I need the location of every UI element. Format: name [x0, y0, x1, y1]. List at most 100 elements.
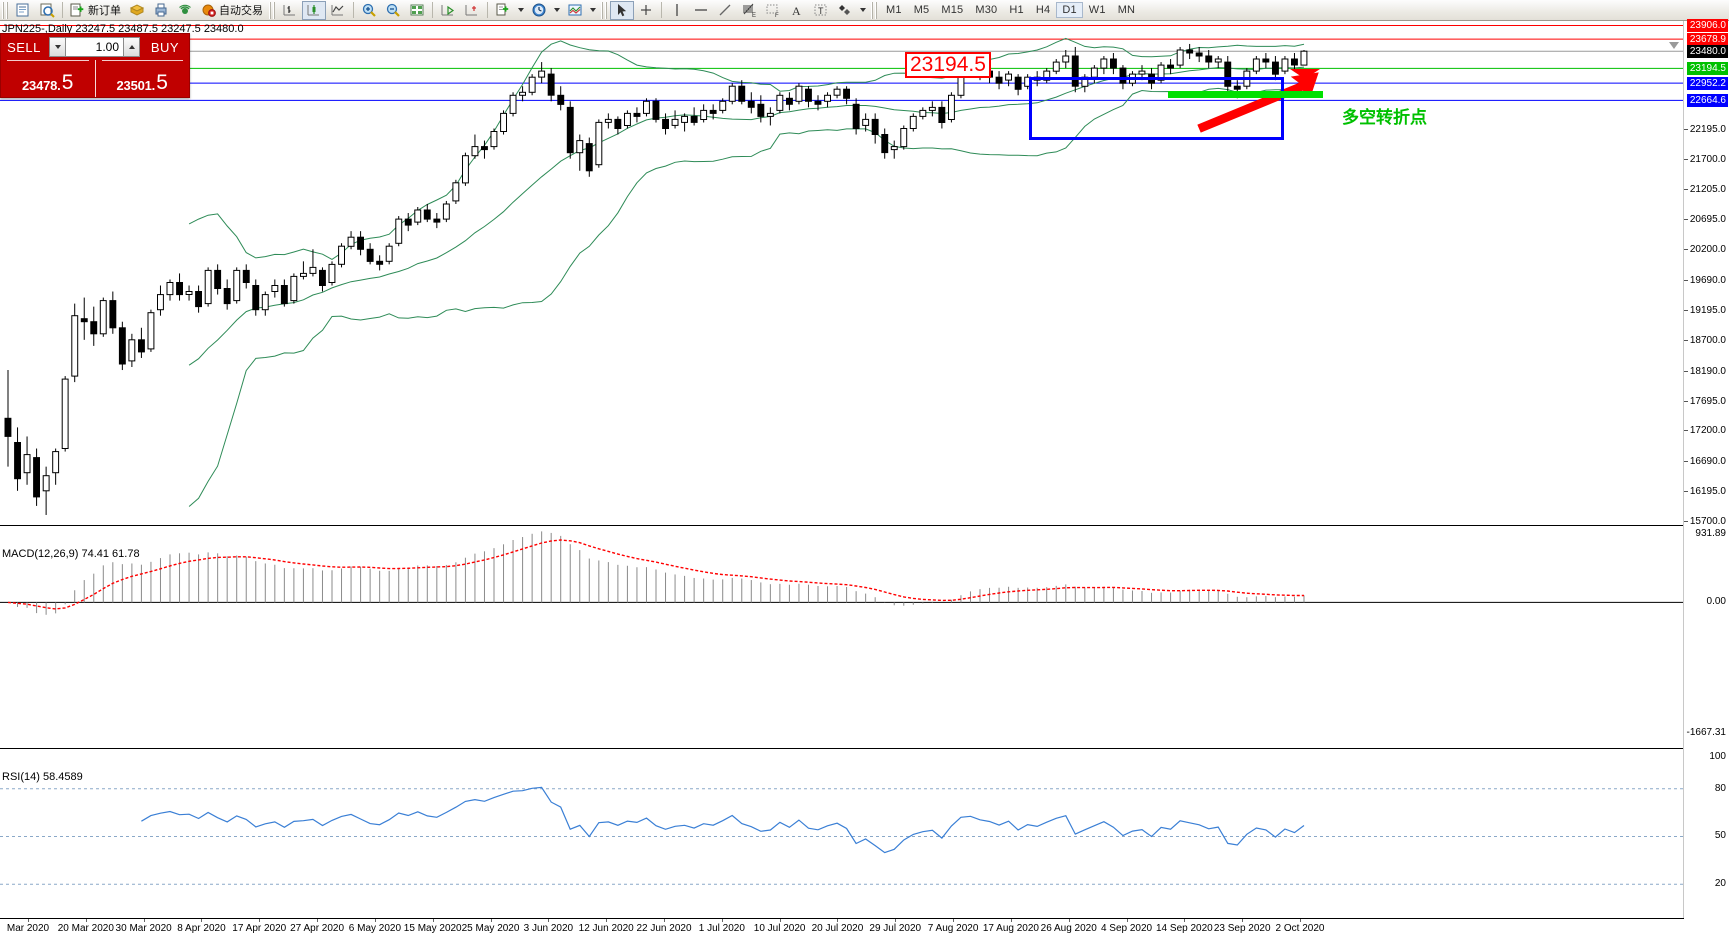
buy-button[interactable]: BUY — [150, 39, 180, 55]
templates-icon[interactable] — [563, 1, 587, 20]
toolbar-grip[interactable] — [2, 1, 9, 19]
price-axis-tick — [1684, 521, 1688, 522]
navigator-icon[interactable] — [35, 1, 59, 20]
sell-price[interactable]: 23478 . 5 — [1, 60, 95, 97]
date-axis-tick — [1242, 919, 1244, 922]
timeframe-h4[interactable]: H4 — [1035, 4, 1051, 16]
zoom-out-icon[interactable] — [381, 1, 405, 20]
vertical-line-icon[interactable] — [665, 1, 689, 20]
toolbar-grip-3[interactable] — [601, 1, 608, 19]
fibo-f-icon[interactable]: F — [761, 1, 785, 20]
date-axis-label: 12 Jun 2020 — [578, 923, 634, 934]
date-axis-tick — [1184, 919, 1186, 922]
date-axis-label: 20 Mar 2020 — [57, 923, 114, 934]
rsi-chart-canvas — [0, 786, 1684, 885]
sell-button[interactable]: SELL — [7, 39, 41, 55]
date-axis-tick — [432, 919, 434, 922]
date-axis-tick — [548, 919, 550, 922]
price-axis-tick — [1684, 339, 1688, 341]
date-axis-label: 22 Jun 2020 — [636, 923, 692, 934]
timeframe-m30[interactable]: M30 — [975, 4, 998, 16]
date-axis-label: 23 Sep 2020 — [1213, 923, 1271, 934]
macd-pane[interactable] — [0, 525, 1684, 740]
date-axis-label: 30 Mar 2020 — [115, 923, 172, 934]
timeframe-h1[interactable]: H1 — [1009, 4, 1024, 16]
toolbar-separator-5 — [487, 2, 488, 18]
trendline-icon[interactable] — [713, 1, 737, 20]
shapes-icon[interactable] — [833, 1, 857, 20]
candlestick-chart-icon[interactable] — [302, 0, 326, 20]
new-chart-icon[interactable] — [491, 1, 515, 20]
timeframe-m15[interactable]: M15 — [941, 4, 964, 16]
fibonacci-icon[interactable]: E — [737, 1, 761, 20]
volume-decrease-button[interactable] — [49, 37, 66, 57]
price-axis-label-highlighted: 22952.2 — [1686, 77, 1728, 91]
buy-price-frac: 5 — [156, 71, 168, 94]
one-click-trading-panel[interactable]: SELL 1.00 BUY 23478 . 5 23501 . 5 — [0, 33, 190, 98]
print-icon[interactable] — [149, 1, 173, 20]
market-watch-icon[interactable] — [11, 1, 35, 20]
bar-chart-icon[interactable] — [278, 1, 302, 20]
chart-area[interactable]: JPN225-,Daily 23247.5 23487.5 23247.5 23… — [0, 19, 1729, 939]
crosshair-icon[interactable] — [634, 1, 658, 20]
toolbar-grip-2[interactable] — [269, 1, 276, 19]
rsi-label: RSI(14) 58.4589 — [2, 771, 83, 783]
date-axis-label: 8 Apr 2020 — [177, 923, 226, 934]
period-dropdown-caret[interactable] — [554, 8, 560, 12]
octp-quotes-row: 23478 . 5 23501 . 5 — [1, 60, 189, 97]
buy-price[interactable]: 23501 . 5 — [96, 60, 190, 97]
date-axis-label: 3 Jun 2020 — [523, 923, 574, 934]
consolidation-rectangle[interactable] — [1029, 77, 1284, 140]
data-window-icon[interactable] — [405, 1, 429, 20]
timeframe-m5[interactable]: M5 — [913, 4, 930, 16]
auto-scroll-icon[interactable] — [436, 1, 460, 20]
volume-stepper[interactable]: 1.00 — [49, 37, 140, 57]
date-axis-tick — [259, 919, 261, 922]
text-icon[interactable]: A — [785, 1, 809, 20]
price-axis-tick — [1684, 280, 1688, 282]
price-annotation-box[interactable]: 23194.5 — [905, 52, 991, 78]
zoom-in-icon[interactable] — [357, 1, 381, 20]
chart-symbol-header: JPN225-,Daily 23247.5 23487.5 23247.5 23… — [2, 23, 244, 35]
timeframe-mn[interactable]: MN — [1117, 4, 1136, 16]
new-chart-dropdown-caret[interactable] — [518, 8, 524, 12]
date-axis-label: 17 Apr 2020 — [232, 923, 287, 934]
rsi-axis-label: 50 — [1714, 830, 1726, 842]
price-axis-label: 21700.0 — [1689, 153, 1726, 165]
price-axis[interactable]: 23906.0 23678.9 23480.0 23194.5 22952.2 22664… — [1683, 19, 1729, 939]
line-chart-icon[interactable] — [326, 1, 350, 20]
text-label-icon[interactable]: T — [809, 1, 833, 20]
sell-price-int: 23478 — [22, 78, 58, 93]
expert-advisor-icon[interactable] — [173, 1, 197, 20]
date-axis-tick — [664, 919, 665, 922]
cursor-icon[interactable] — [610, 0, 634, 20]
price-axis-tick — [1684, 491, 1688, 493]
templates-dropdown-caret[interactable] — [590, 8, 596, 12]
chart-shift-icon[interactable] — [460, 1, 484, 20]
timeframe-m1[interactable]: M1 — [886, 4, 902, 16]
price-axis-tick — [1684, 461, 1688, 463]
macd-label: MACD(12,26,9) 74.41 61.78 — [2, 548, 140, 560]
date-axis[interactable]: Mar 2020 20 Mar 2020 30 Mar 2020 8 Apr 2020… — [0, 918, 1684, 939]
scroll-arrow-icon[interactable] — [1669, 42, 1679, 50]
volume-increase-button[interactable] — [123, 37, 140, 57]
date-axis-tick — [201, 919, 203, 922]
rsi-axis-label: 80 — [1714, 782, 1726, 794]
svg-text:F: F — [775, 13, 779, 18]
timeframe-w1[interactable]: W1 — [1088, 4, 1106, 16]
history-icon[interactable] — [125, 1, 149, 20]
auto-trading-button[interactable]: 自动交易 — [197, 1, 267, 20]
period-clock-icon[interactable] — [527, 1, 551, 20]
toolbar-grip-4[interactable] — [871, 1, 878, 19]
horizontal-line-icon[interactable] — [689, 1, 713, 20]
date-axis-tick — [490, 919, 492, 922]
new-order-button[interactable]: 新订单 — [66, 1, 125, 20]
resistance-green-bar[interactable] — [1168, 91, 1323, 98]
shapes-dropdown-caret[interactable] — [860, 8, 866, 12]
price-axis-tick — [1684, 370, 1688, 372]
toolbar-separator-3 — [353, 2, 354, 18]
timeframe-d1[interactable]: D1 — [1056, 2, 1083, 18]
volume-input[interactable]: 1.00 — [66, 37, 123, 57]
price-pane[interactable] — [0, 21, 1684, 521]
rsi-pane[interactable] — [0, 748, 1684, 921]
